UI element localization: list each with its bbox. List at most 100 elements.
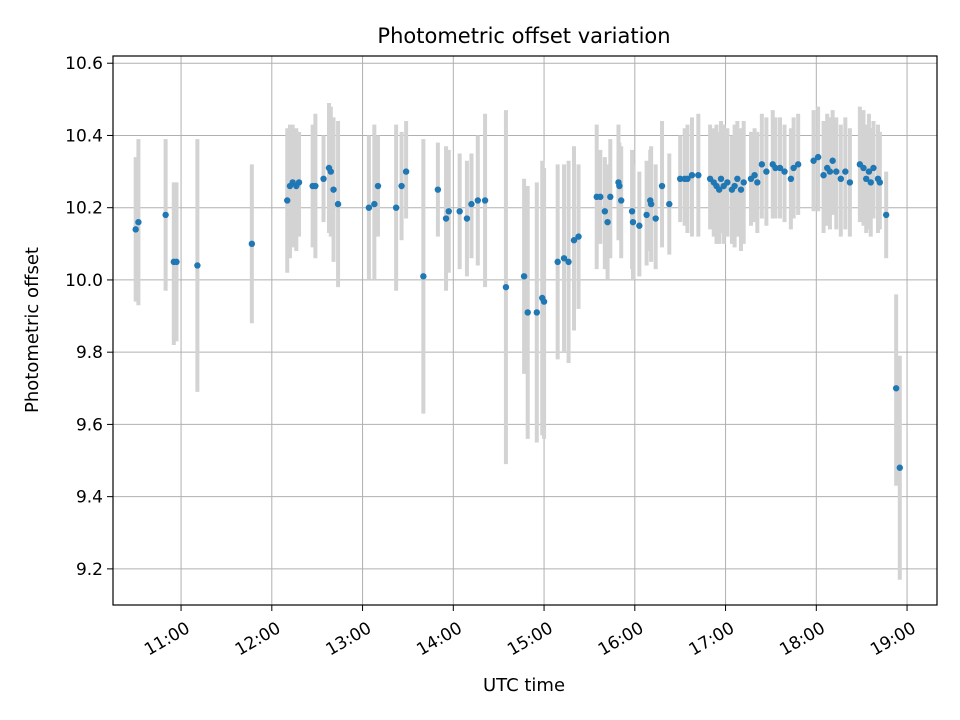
data-point xyxy=(717,175,725,183)
data-point xyxy=(870,164,877,172)
data-point xyxy=(658,182,666,190)
data-point xyxy=(320,175,327,183)
data-point xyxy=(374,182,382,190)
data-point xyxy=(716,186,723,193)
data-point xyxy=(132,226,139,233)
data-point xyxy=(554,258,561,266)
data-point xyxy=(601,208,609,215)
data-point xyxy=(772,164,779,172)
data-point xyxy=(398,182,405,190)
x-tick-label: 16:00 xyxy=(595,618,647,660)
x-tick-label: 19:00 xyxy=(867,618,919,660)
data-point xyxy=(833,168,840,175)
data-point xyxy=(392,204,400,211)
data-point xyxy=(829,157,836,164)
data-point xyxy=(468,200,475,208)
data-point xyxy=(754,179,761,186)
data-point xyxy=(456,208,463,215)
data-point xyxy=(162,211,169,219)
data-point xyxy=(575,233,582,240)
x-tick-label: 14:00 xyxy=(413,618,465,660)
data-point xyxy=(524,309,531,316)
data-point xyxy=(474,197,482,204)
data-point xyxy=(896,464,903,471)
x-tick-label: 12:00 xyxy=(232,618,284,660)
data-point xyxy=(173,258,180,266)
data-point xyxy=(445,208,452,215)
x-tick-label: 15:00 xyxy=(504,618,556,660)
data-point xyxy=(763,168,770,175)
data-points xyxy=(132,153,903,471)
x-axis-ticks: 11:00 12:00 13:00 14:00 15:00 16:00 17:00 18:00… xyxy=(141,605,920,660)
data-point xyxy=(330,186,337,193)
data-point xyxy=(810,157,817,164)
y-tick-label: 10.4 xyxy=(65,126,103,146)
y-tick-label: 10.6 xyxy=(65,54,103,74)
x-tick-label: 17:00 xyxy=(686,618,738,660)
data-point xyxy=(837,175,845,183)
data-point xyxy=(860,164,867,172)
data-point xyxy=(617,197,625,204)
data-point xyxy=(636,222,643,229)
data-point xyxy=(520,273,528,280)
data-point xyxy=(724,179,731,186)
data-point xyxy=(463,215,471,222)
y-axis-label: Photometric offset xyxy=(22,247,43,413)
data-point xyxy=(540,298,548,305)
data-point xyxy=(826,168,834,175)
data-point xyxy=(629,218,637,226)
data-point xyxy=(607,193,614,201)
data-point xyxy=(135,218,142,226)
data-point xyxy=(647,200,655,208)
data-point xyxy=(794,161,802,168)
data-point xyxy=(863,175,870,183)
data-point xyxy=(560,255,568,262)
data-point xyxy=(882,211,890,219)
data-point xyxy=(842,168,849,175)
y-tick-label: 10.2 xyxy=(65,199,103,219)
data-point xyxy=(695,171,702,179)
data-point xyxy=(481,197,489,204)
data-point xyxy=(820,171,827,179)
data-point xyxy=(420,273,427,280)
data-point xyxy=(248,240,256,248)
data-point xyxy=(751,171,758,179)
data-point xyxy=(365,204,373,211)
data-point xyxy=(334,200,342,208)
data-point xyxy=(597,193,604,201)
y-tick-label: 9.2 xyxy=(76,560,103,580)
data-point xyxy=(684,175,691,183)
data-point xyxy=(284,197,291,204)
data-point xyxy=(876,179,884,186)
plot-frame xyxy=(112,55,938,606)
y-tick-label: 10.0 xyxy=(65,271,103,291)
data-point xyxy=(402,168,410,175)
data-point xyxy=(604,218,611,226)
data-point xyxy=(442,215,450,222)
data-point xyxy=(740,179,747,186)
data-point xyxy=(781,168,788,175)
data-point xyxy=(737,186,745,193)
data-point xyxy=(787,175,795,183)
y-axis-ticks: 9.2 9.4 9.6 9.8 10.0 10.2 10.4 10.6 xyxy=(65,54,113,580)
data-point xyxy=(565,258,572,266)
data-point xyxy=(846,179,854,186)
y-tick-label: 9.4 xyxy=(76,488,103,508)
data-point xyxy=(676,175,684,183)
x-axis-label: UTC time xyxy=(483,675,565,696)
chart-title: Photometric offset variation xyxy=(377,24,670,48)
data-point xyxy=(194,262,201,269)
data-point xyxy=(790,164,797,172)
data-point xyxy=(502,283,510,291)
data-point xyxy=(371,200,378,208)
y-tick-label: 9.6 xyxy=(76,415,103,435)
data-point xyxy=(652,215,659,222)
data-point xyxy=(758,161,766,168)
data-point xyxy=(688,171,696,179)
data-point xyxy=(867,179,874,186)
data-point xyxy=(616,182,623,190)
y-tick-label: 9.8 xyxy=(76,343,103,363)
data-point xyxy=(776,164,784,172)
data-point xyxy=(570,237,578,244)
